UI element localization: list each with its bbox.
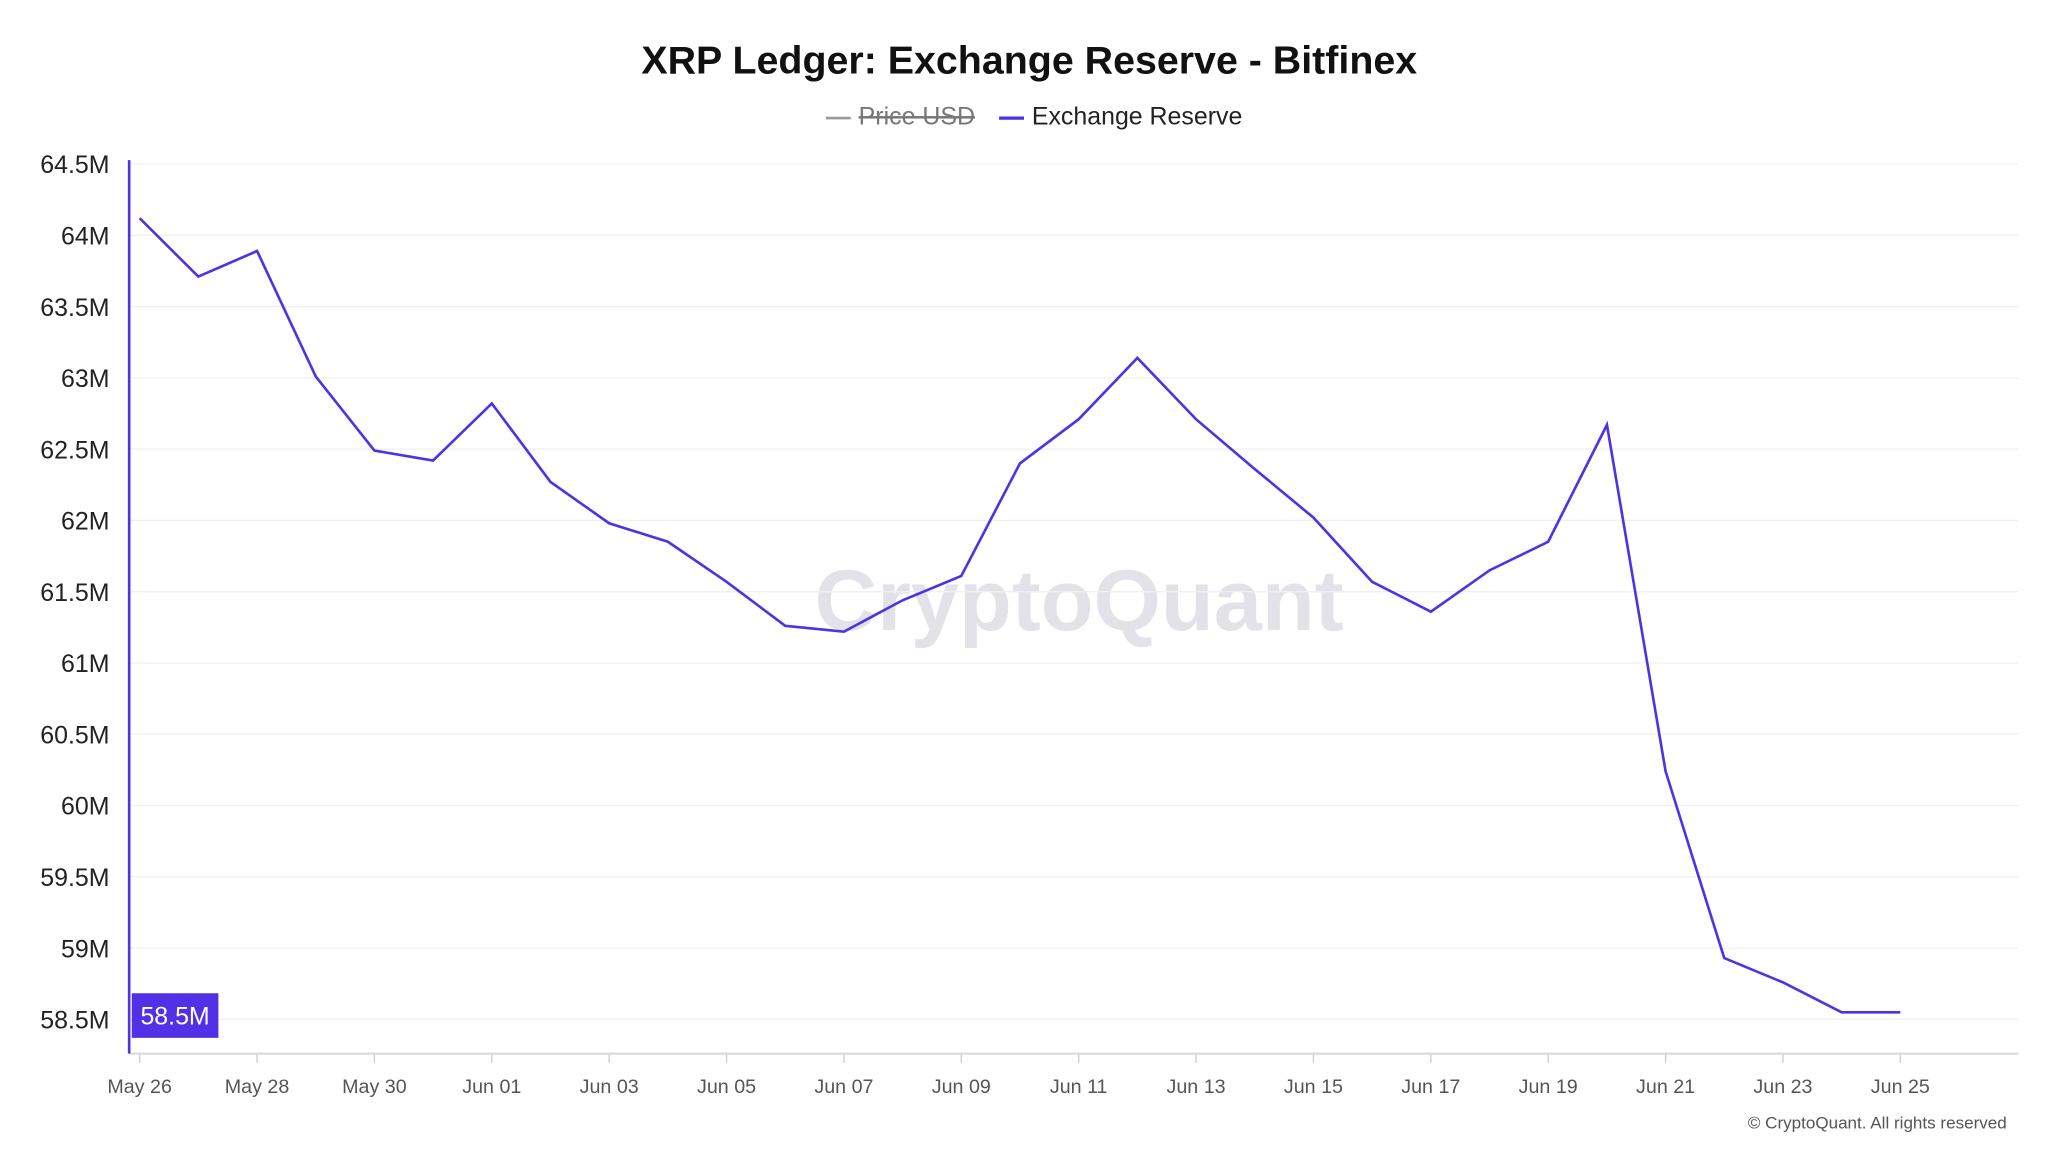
x-tick-label: Jun 11 (1050, 1076, 1108, 1098)
x-tick-label: Jun 07 (814, 1076, 873, 1098)
legend-item-exchange-reserve[interactable]: Exchange Reserve (999, 103, 1242, 131)
y-tick-label: 61M (61, 650, 109, 678)
y-tick-label: 59M (61, 935, 109, 963)
x-tick-label: Jun 01 (462, 1076, 521, 1098)
legend: Price USD Exchange Reserve (825, 103, 1242, 131)
y-tick-label: 64.5M (40, 151, 109, 179)
y-tick-label: 61.5M (40, 579, 109, 607)
series-line-exchange-reserve (138, 217, 1901, 1014)
watermark: CryptoQuant (815, 553, 1344, 649)
x-tick-label: Jun 03 (580, 1076, 639, 1098)
y-tick-label: 64M (61, 222, 109, 250)
x-tick-label: Jun 05 (697, 1076, 756, 1098)
y-tick-label: 63M (61, 365, 109, 393)
x-tick-label: Jun 19 (1519, 1076, 1578, 1098)
y-tick-label: 59.5M (40, 864, 109, 892)
x-tick-label: May 30 (342, 1076, 407, 1098)
gridlines (129, 163, 2019, 1021)
chart-title: XRP Ledger: Exchange Reserve - Bitfinex (641, 38, 1417, 82)
x-tick-label: Jun 13 (1167, 1076, 1226, 1098)
legend-item-price-usd[interactable]: Price USD (825, 103, 975, 131)
current-value-marker: 58.5M (131, 993, 219, 1038)
y-tick-label: 63.5M (40, 294, 109, 322)
current-value-label: 58.5M (140, 1003, 209, 1031)
copyright: © CryptoQuant. All rights reserved (1748, 1113, 2007, 1132)
x-axis-ticks: May 26 May 28 May 30 Jun 01 Jun 03 Jun 05 Jun … (107, 1053, 1930, 1098)
y-tick-label: 60.5M (40, 721, 109, 749)
x-tick-label: Jun 23 (1753, 1076, 1812, 1098)
x-tick-label: Jun 21 (1636, 1076, 1695, 1098)
x-tick-label: Jun 15 (1284, 1076, 1343, 1098)
y-tick-label: 60M (61, 793, 109, 821)
x-tick-label: May 28 (225, 1076, 290, 1098)
y-tick-label: 58.5M (40, 1007, 109, 1035)
y-axis-ticks: 64.5M 64M 63.5M 63M 62.5M 62M 61.5M 61M 60.5M 60M… (40, 151, 109, 1034)
x-tick-label: Jun 09 (932, 1076, 991, 1098)
legend-label: Exchange Reserve (1032, 103, 1242, 131)
x-tick-label: May 26 (107, 1076, 172, 1098)
x-tick-label: Jun 25 (1871, 1076, 1930, 1098)
y-tick-label: 62M (61, 508, 109, 536)
y-tick-label: 62.5M (40, 436, 109, 464)
x-tick-label: Jun 17 (1401, 1076, 1460, 1098)
legend-label: Price USD (859, 103, 975, 131)
